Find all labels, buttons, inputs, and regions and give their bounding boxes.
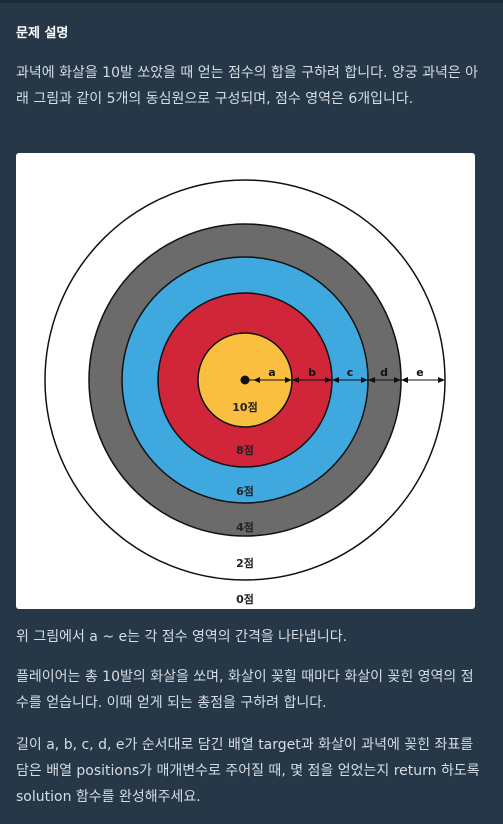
- description-paragraph-4: 길이 a, b, c, d, e가 순서대로 담긴 배열 target과 화살이…: [16, 737, 480, 805]
- target-figure: a b c d e 10점 8점 6점 4점 2점 0점: [16, 153, 475, 609]
- score-label-6: 6점: [236, 484, 254, 498]
- gap-label-d: d: [380, 366, 388, 379]
- arrowheads: [253, 377, 445, 383]
- gap-label-a: a: [268, 366, 275, 379]
- archery-target-diagram: a b c d e 10점 8점 6점 4점 2점 0점: [44, 179, 446, 606]
- gap-label-e: e: [416, 366, 423, 379]
- description-paragraph-3: 플레이어는 총 10발의 화살을 쏘며, 화살이 꽂힐 때마다 화살이 꽂힌 영…: [16, 669, 474, 711]
- gap-label-b: b: [308, 366, 316, 379]
- score-label-2: 2점: [236, 556, 254, 570]
- section-title: 문제 설명: [16, 26, 69, 41]
- score-label-10: 10점: [232, 400, 257, 414]
- score-label-4: 4점: [236, 520, 254, 534]
- score-label-0: 0점: [236, 592, 254, 606]
- score-label-8: 8점: [236, 443, 254, 457]
- top-divider: [0, 0, 503, 3]
- description-paragraph-2: 위 그림에서 a ~ e는 각 점수 영역의 간격을 나타냅니다.: [16, 629, 348, 645]
- description-paragraph-1: 과녁에 화살을 10발 쏘았을 때 얻는 점수의 합을 구하려 합니다. 양궁 …: [16, 65, 479, 107]
- gap-label-c: c: [347, 366, 354, 379]
